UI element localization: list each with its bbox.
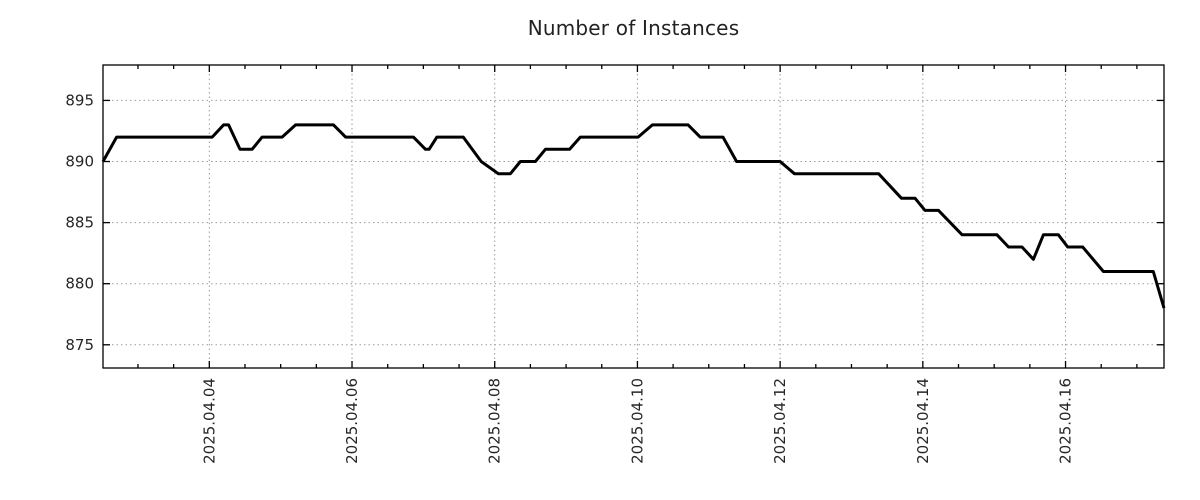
x-tick-label: 2025.04.08 (486, 378, 504, 464)
y-tick-label: 880 (65, 275, 94, 293)
x-tick-label: 2025.04.14 (914, 378, 932, 464)
x-tick-label: 2025.04.10 (628, 378, 646, 464)
x-tick-label: 2025.04.06 (343, 378, 361, 464)
y-tick-label: 890 (65, 153, 94, 171)
x-tick-label: 2025.04.12 (771, 378, 789, 464)
y-tick-label: 875 (65, 336, 94, 354)
x-tick-label: 2025.04.04 (200, 378, 218, 464)
chart-title: Number of Instances (527, 16, 740, 40)
plot-border (102, 64, 1165, 369)
x-tick-label: 2025.04.16 (1057, 378, 1075, 464)
y-tick-label: 895 (65, 91, 94, 109)
data-line-instances (101, 123, 1166, 309)
y-tick-label: 885 (65, 214, 94, 232)
